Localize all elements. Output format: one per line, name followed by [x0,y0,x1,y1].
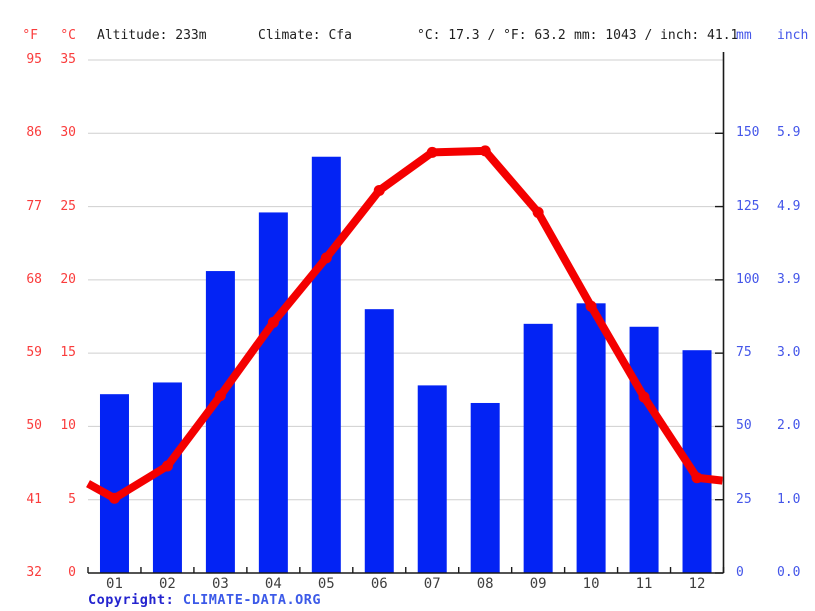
precipitation-bar [523,323,553,573]
precipitation-bar [364,309,394,573]
temperature-point [108,492,120,504]
left-axis-label-fahrenheit: 41 [26,491,42,507]
copyright-link[interactable]: CLIMATE-DATA.ORG [182,592,321,608]
left-axis-label-fahrenheit: 50 [26,418,42,434]
copyright-label: Copyright: [88,592,175,608]
left-axis-unit-fahrenheit: °F [22,28,38,43]
temperature-point [373,184,385,196]
precipitation-bar [629,326,659,573]
right-axis-label-inch: 3.9 [777,271,801,287]
right-axis-label-inch: 5.9 [777,125,801,141]
right-axis-label-mm: 150 [736,125,760,141]
temperature-line [86,146,723,503]
precipitation-bar [417,385,447,573]
month-label: 06 [370,576,388,592]
left-axis-label-fahrenheit: 77 [26,198,42,214]
left-axis-label-fahrenheit: 86 [26,125,42,141]
left-axis-label-fahrenheit: 95 [26,52,42,67]
right-axis-label-mm: 25 [736,491,752,507]
left-axis-label-celsius: 15 [60,345,76,361]
temperature-point [479,145,491,157]
precipitation-bar [311,156,341,574]
copyright-line: Copyright: CLIMATE-DATA.ORG [88,592,321,608]
left-axis-label-fahrenheit: 59 [26,345,42,361]
month-label: 02 [159,576,176,592]
month-label: 01 [106,576,123,592]
precipitation-bar [258,212,288,574]
right-axis-label-mm: 125 [736,198,760,214]
left-axis-unit-celsius: °C [60,28,76,43]
climate-classification-text: Climate: Cfa [258,28,352,43]
left-axis-label-celsius: 25 [60,198,76,214]
right-axis-unit-inch: inch [777,28,809,43]
temperature-point [426,146,438,158]
temperature-point [638,391,650,403]
month-label: 08 [476,576,494,592]
precipitation-bar [205,271,235,573]
right-axis-unit-mm: mm [736,28,752,43]
total-precipitation-text: mm: 1043 / inch: 41.1 [574,28,739,43]
right-axis-label-inch: 0.0 [777,565,801,580]
month-label: 10 [582,576,600,592]
precipitation-bar [99,394,129,573]
mean-temperature-text: °C: 17.3 / °F: 63.2 [417,28,566,43]
temperature-point [691,472,703,484]
right-axis-label-inch: 2.0 [777,418,801,434]
left-axis-label-celsius: 0 [68,565,76,580]
precipitation-bar [152,382,182,573]
left-axis-label-fahrenheit: 32 [26,565,42,580]
month-label: 11 [635,576,653,592]
temperature-point [161,460,173,472]
altitude-text: Altitude: 233m [97,28,207,43]
right-axis-label-inch: 4.9 [777,198,801,214]
temperature-point [532,206,544,218]
left-axis-label-celsius: 35 [60,52,76,67]
temperature-point [320,252,332,264]
month-label: 12 [688,576,706,592]
right-axis-label-mm: 50 [736,418,752,434]
month-label: 09 [529,576,547,592]
right-axis-label-mm: 100 [736,271,760,287]
left-axis-label-celsius: 30 [60,125,76,141]
temperature-point [214,390,226,402]
left-axis-label-celsius: 20 [60,271,76,287]
right-axis-label-mm: 75 [736,345,752,361]
left-axis-label-fahrenheit: 68 [26,271,42,287]
left-axis-label-celsius: 5 [68,491,76,507]
left-axis-label-celsius: 10 [60,418,76,434]
precipitation-bar [470,402,500,573]
right-axis-label-inch: 1.0 [777,491,801,507]
precipitation-bar [576,303,606,573]
temperature-point [585,300,597,312]
month-label: 03 [211,576,229,592]
month-label: 07 [423,576,441,592]
month-label: 04 [264,576,282,592]
right-axis-label-mm: 0 [736,565,744,580]
right-axis-label-inch: 3.0 [777,345,801,361]
month-label: 05 [317,576,335,592]
temperature-point [267,316,279,328]
